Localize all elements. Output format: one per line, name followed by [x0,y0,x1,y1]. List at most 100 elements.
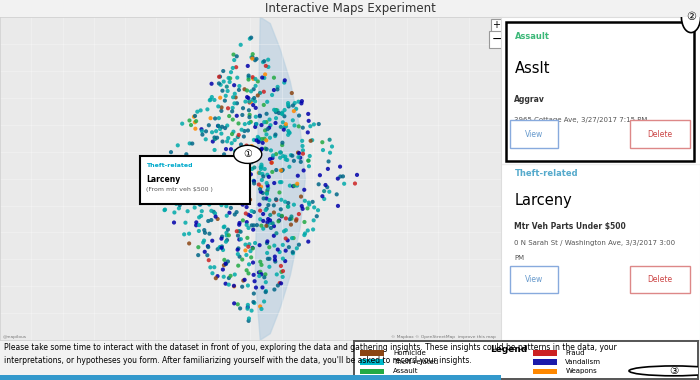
Point [225,146,237,152]
Point [248,299,259,305]
Point [304,153,315,159]
Point [244,107,255,113]
Point [268,223,279,229]
Point [199,227,210,233]
Text: Delete: Delete [648,130,673,139]
Point [190,113,201,119]
Point [194,201,205,207]
Point [332,176,344,182]
Point [284,130,295,136]
Point [309,204,320,211]
Point [260,71,271,78]
Point [257,140,268,146]
Point [261,146,272,152]
Point [204,201,215,207]
Point [271,271,282,277]
Point [297,206,308,212]
Point [241,235,253,241]
Point [196,208,207,214]
Point [276,168,288,174]
Point [237,217,248,223]
Point [270,253,281,260]
Point [288,235,299,241]
Point [223,75,235,81]
Point [202,218,214,224]
FancyBboxPatch shape [510,120,559,148]
Point [253,135,265,141]
Point [234,236,245,242]
Point [267,152,279,158]
Point [214,126,225,132]
Text: © Mapbox © OpenStreetMap  improve this map: © Mapbox © OpenStreetMap improve this ma… [391,335,496,339]
Point [253,273,265,279]
Point [244,196,256,203]
Point [270,131,281,138]
Point [233,200,244,206]
Point [302,129,314,135]
Point [262,182,273,188]
Point [265,212,276,218]
Point [254,242,265,248]
Point [276,109,288,116]
Point [276,111,288,117]
Point [293,154,304,160]
Point [262,238,273,244]
Point [193,252,204,258]
Point [211,175,223,181]
Point [209,159,220,165]
Point [214,74,225,80]
Point [237,202,248,208]
Point [298,147,309,154]
Point [249,278,260,284]
Text: Larceny: Larceny [146,175,181,184]
Point [232,198,244,204]
Point [261,240,272,246]
Point [235,148,246,154]
Point [209,135,220,141]
Point [283,100,294,106]
Point [248,209,260,215]
Point [303,163,314,169]
Point [218,262,230,268]
Point [276,142,288,148]
Point [276,140,288,146]
Point [231,113,242,119]
Point [228,196,239,202]
Point [209,211,220,217]
Point [228,283,239,289]
Point [242,282,253,288]
Point [241,204,252,210]
Point [223,275,235,281]
Point [246,88,257,94]
Point [318,188,330,194]
Point [232,247,243,253]
Point [235,152,246,158]
Point [245,248,256,254]
Point [282,238,293,244]
Point [207,185,218,191]
Point [271,230,282,236]
Point [225,154,236,160]
Point [219,175,230,181]
Point [326,144,337,150]
Point [206,159,217,165]
Point [250,105,261,111]
Point [273,110,284,116]
Point [298,150,309,157]
Point [164,182,176,188]
FancyBboxPatch shape [507,22,694,161]
Point [243,212,254,218]
Bar [360,359,384,365]
Point [337,173,349,179]
Point [229,186,240,192]
Point [246,145,257,151]
Point [240,211,251,217]
Point [274,155,286,161]
Point [269,242,280,249]
Point [214,74,225,80]
Point [260,146,271,152]
Point [206,208,217,214]
Point [286,235,297,241]
Point [239,121,251,127]
Point [314,172,326,178]
